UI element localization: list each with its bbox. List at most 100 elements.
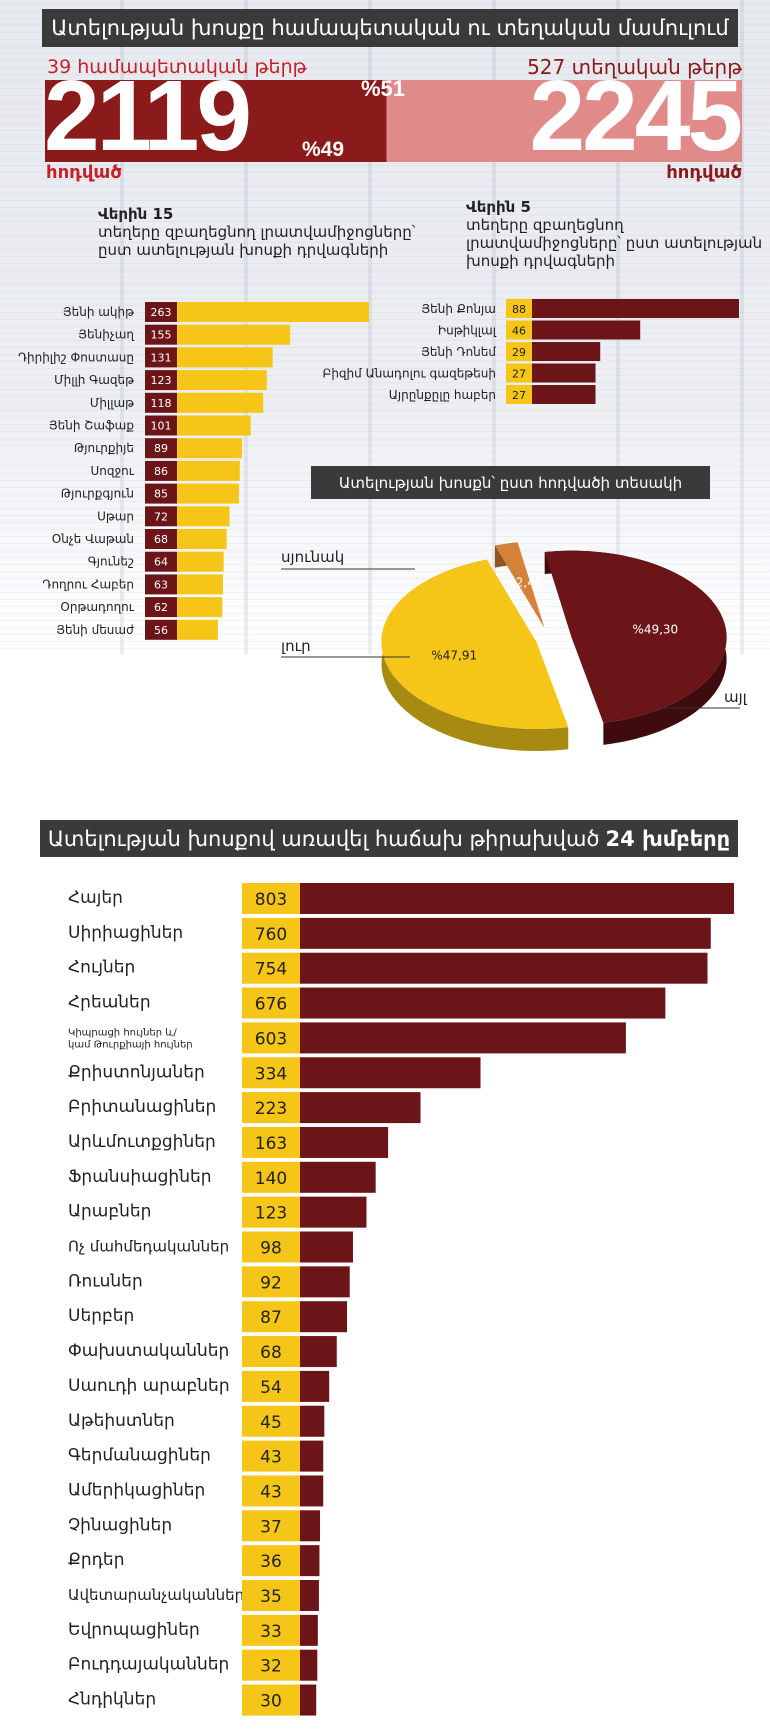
national-category-label: Յենի ակիթ <box>63 305 134 319</box>
national-value-label: 68 <box>154 533 168 546</box>
group-category-label: Եվրոպացիներ <box>68 1620 200 1640</box>
group-value-label: 760 <box>255 925 287 945</box>
group-value-box <box>242 1440 300 1472</box>
group-value-label: 37 <box>260 1517 282 1537</box>
national-papers-label: 39 համապետական թերթ <box>47 56 307 78</box>
national-value-label: 89 <box>154 442 168 455</box>
national-category-label: Միլլաթ <box>90 396 134 410</box>
group-category-label: Գերմանացիներ <box>68 1446 211 1466</box>
national-value-label: 118 <box>151 397 172 410</box>
local-category-label: Յենի Դոնեմ <box>421 345 496 359</box>
national-value-box <box>145 529 177 549</box>
local-unit: հոդված <box>666 162 742 183</box>
group-bar <box>300 1266 350 1298</box>
group-value-box <box>242 1510 300 1542</box>
group-bar <box>300 1545 320 1577</box>
local-value-label: 46 <box>512 325 526 338</box>
group-value-label: 754 <box>255 960 287 980</box>
national-category-label: Սթար <box>97 509 134 523</box>
local-bar <box>532 320 641 340</box>
national-top15-subtitle-text: տեղերը զբաղեցնող լրատվամիջոցները՝ ըստ ատ… <box>98 223 416 259</box>
group-value-label: 140 <box>255 1169 287 1189</box>
group-value-label: 123 <box>255 1204 287 1224</box>
group-value-label: 45 <box>260 1413 282 1433</box>
national-value-label: 131 <box>151 351 172 364</box>
national-value-box <box>145 483 177 504</box>
group-value-box <box>242 1161 300 1193</box>
group-category-label: Հայեր <box>68 888 123 908</box>
national-value-box <box>145 370 177 391</box>
local-value-box <box>506 363 532 383</box>
group-value-box <box>242 1370 300 1402</box>
local-category-label: Բիզիմ Անադոլու գազեթեսի <box>323 367 496 381</box>
local-bar <box>532 363 596 383</box>
local-value-label: 27 <box>512 368 526 381</box>
pie-category-label: սյունակ <box>281 548 344 566</box>
group-value-label: 33 <box>260 1622 282 1642</box>
national-value-label: 63 <box>154 578 168 591</box>
group-value-box <box>242 1196 300 1228</box>
group-bar <box>300 1405 325 1437</box>
group-category-label: Ֆրանսիացիներ <box>68 1167 212 1187</box>
group-value-box <box>242 1336 300 1368</box>
national-bar <box>177 506 230 527</box>
group-value-box <box>242 1301 300 1333</box>
group-category-label: Հրեաներ <box>68 993 151 1013</box>
local-category-label: Իսթիկլալ <box>438 324 497 338</box>
national-bar <box>177 347 273 368</box>
group-value-box <box>242 883 300 914</box>
national-value-label: 62 <box>154 601 168 614</box>
local-top5-chart: Յենի Քոնյա 88 Իսթիկլալ 46 Յենի Դոնեմ 29 Բիզիմ … <box>323 299 739 404</box>
national-category-label: Օնչե Վաթան <box>52 532 134 546</box>
pie-category-label: այլ <box>724 688 748 706</box>
group-bar <box>300 1684 317 1716</box>
group-value-box <box>242 952 300 984</box>
group-category-label: Բրիտանացիներ <box>68 1097 216 1117</box>
group-value-box <box>242 1614 300 1646</box>
share-bar-svg <box>45 80 742 162</box>
national-bar <box>177 415 251 436</box>
local-article-count: 2245 <box>529 60 743 172</box>
group-bar <box>300 1196 367 1228</box>
group-value-label: 54 <box>260 1378 282 1398</box>
national-value-label: 85 <box>154 488 168 501</box>
local-value-box <box>506 385 532 404</box>
group-value-label: 36 <box>260 1552 282 1572</box>
national-category-label: Օրթադողու <box>60 600 134 614</box>
group-bar <box>300 1510 320 1542</box>
national-value-label: 123 <box>151 374 172 387</box>
national-top15-chart: Յենի ակիթ 263 Յենիչաղ 155 Դիրիլիշ Փոստասը 131… <box>18 302 369 640</box>
group-bar <box>300 1022 626 1054</box>
group-category-label: Փախստականներ <box>68 1341 229 1361</box>
national-value-box <box>145 619 177 640</box>
group-value-box <box>242 1126 300 1158</box>
group-value-box <box>242 1266 300 1298</box>
group-value-box <box>242 987 300 1019</box>
group-value-label: 98 <box>260 1239 282 1259</box>
national-bar <box>177 619 218 640</box>
national-category-label: Յենիչաղ <box>78 328 134 342</box>
group-category-label: Սիրիացիներ <box>68 923 183 943</box>
group-value-box <box>242 1092 300 1124</box>
local-bar <box>532 385 596 404</box>
group-bar <box>300 1580 319 1611</box>
local-percent: %51 <box>361 76 406 101</box>
group-category-label: Չինացիներ <box>68 1515 172 1535</box>
group-category-label: Քրիստոնյաներ <box>68 1062 205 1082</box>
group-value-label: 30 <box>260 1692 282 1712</box>
national-value-box <box>145 392 177 413</box>
national-value-box <box>145 302 177 322</box>
group-value-box <box>242 1649 300 1681</box>
group-bar <box>300 1440 324 1472</box>
pie-value-label: %2,40 <box>504 576 542 590</box>
group-bar <box>300 917 711 949</box>
national-category-label: Թյուրքիյե <box>74 441 134 455</box>
national-value-label: 101 <box>151 420 172 433</box>
group-category-label: Քրդեր <box>68 1550 124 1570</box>
group-value-box <box>242 1475 300 1507</box>
group-value-box <box>242 1022 300 1054</box>
national-value-box <box>145 551 177 572</box>
pie-slice <box>494 542 545 629</box>
group-value-label: 87 <box>260 1308 282 1328</box>
national-category-label: Դիրիլիշ Փոստասը <box>18 350 134 364</box>
